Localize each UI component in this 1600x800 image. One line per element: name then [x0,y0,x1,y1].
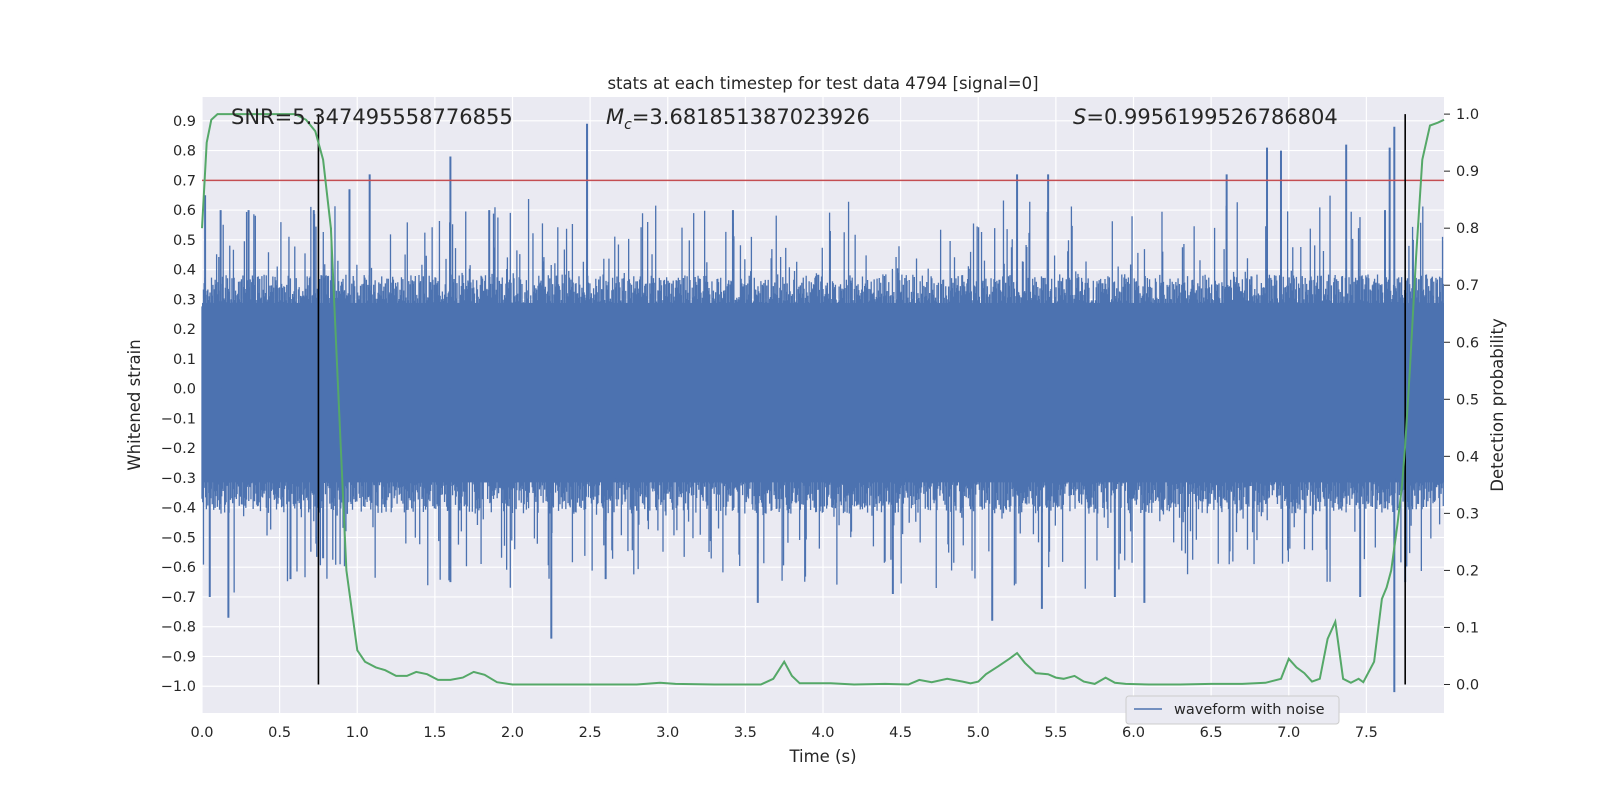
detection-probability-line [201,113,1445,686]
s-annotation: S=0.9956199526786804 [1073,105,1338,129]
mc-annotation: Mc=3.681851387023926 [606,105,870,133]
s-symbol: S [1073,105,1086,129]
y-left-tick-label: −0.8 [161,620,196,636]
legend: waveform with noise [1125,695,1340,725]
y-left-tick-label: 0.1 [173,352,196,368]
legend-label: waveform with noise [1174,702,1325,718]
snr-annotation: SNR=5.347495558776855 [231,105,513,129]
x-tick-label: 3.0 [656,725,679,741]
chart-title: stats at each timestep for test data 479… [607,74,1038,93]
y-left-tick-label: −0.9 [161,649,196,665]
x-axis-label: Time (s) [788,747,856,766]
x-tick-label: 2.5 [579,725,602,741]
x-axis-ticks: 0.0 0.5 1.0 1.5 2.0 2.5 3.0 3.5 4.0 4.5 5.0 5.5 6.0 6… [190,725,1377,741]
y-left-tick-label: −0.7 [161,590,196,606]
x-tick-label: 5.5 [1044,725,1067,741]
y-right-tick-label: 0.0 [1456,677,1479,693]
y-right-tick-label: 0.2 [1456,563,1479,579]
x-tick-label: 1.5 [423,725,446,741]
y-right-tick-label: 0.5 [1456,392,1479,408]
legend-box [1125,695,1340,725]
y-right-tick-label: 0.4 [1456,449,1479,465]
y-left-tick-label: −0.5 [161,530,196,546]
y-right-tick-label: 0.8 [1456,221,1479,237]
y-left-tick-label: 0.5 [173,233,196,249]
x-tick-label: 4.5 [889,725,912,741]
y-right-tick-label: 0.1 [1456,620,1479,636]
x-tick-label: 5.0 [967,725,990,741]
y-left-tick-label: 0.9 [173,114,196,130]
x-tick-label: 3.5 [734,725,757,741]
x-tick-label: 6.0 [1122,725,1145,741]
x-tick-label: 7.5 [1355,725,1378,741]
y-left-tick-label: 0.7 [173,173,196,189]
y-left-tick-label: 0.8 [173,144,196,160]
y-left-tick-label: 0.2 [173,322,196,338]
x-tick-label: 0.0 [190,725,213,741]
y-axis-right-ticks: 1.0 0.9 0.8 0.7 0.6 0.5 0.4 0.3 0.2 0.1 0.0 [1444,107,1479,693]
mc-value: =3.681851387023926 [632,105,870,129]
mc-symbol: M [606,105,624,129]
y-left-tick-label: −0.1 [161,411,196,427]
y-left-tick-label: −0.2 [161,441,196,457]
y-left-tick-label: 0.3 [173,292,196,308]
s-value: =0.9956199526786804 [1086,105,1337,129]
y-axis-left-ticks: 0.9 0.8 0.7 0.6 0.5 0.4 0.3 0.2 0.1 0.0 −0.1 −0.2 −0… [161,114,196,695]
waveform-layer [201,123,1444,693]
x-tick-label: 6.5 [1200,725,1223,741]
y-right-tick-label: 0.7 [1456,278,1479,294]
y-axis-left-label: Whitened strain [125,339,144,470]
x-tick-label: 7.0 [1277,725,1300,741]
y-right-tick-label: 1.0 [1456,107,1479,123]
y-left-tick-label: 0.0 [173,382,196,398]
y-left-tick-label: 0.6 [173,203,196,219]
y-axis-right-label: Detection probability [1488,318,1507,492]
y-left-tick-label: 0.4 [173,263,196,279]
y-right-tick-label: 0.9 [1456,164,1479,180]
lines-layer [201,113,1445,686]
y-left-tick-label: −0.6 [161,560,196,576]
y-right-tick-label: 0.6 [1456,335,1479,351]
y-right-tick-label: 0.3 [1456,506,1479,522]
y-left-tick-label: −0.4 [161,501,196,517]
y-left-tick-label: −1.0 [161,679,196,695]
x-tick-label: 1.0 [346,725,369,741]
x-tick-label: 0.5 [268,725,291,741]
x-tick-label: 2.0 [501,725,524,741]
y-left-tick-label: −0.3 [161,471,196,487]
x-tick-label: 4.0 [811,725,834,741]
mc-subscript: c [624,117,632,133]
